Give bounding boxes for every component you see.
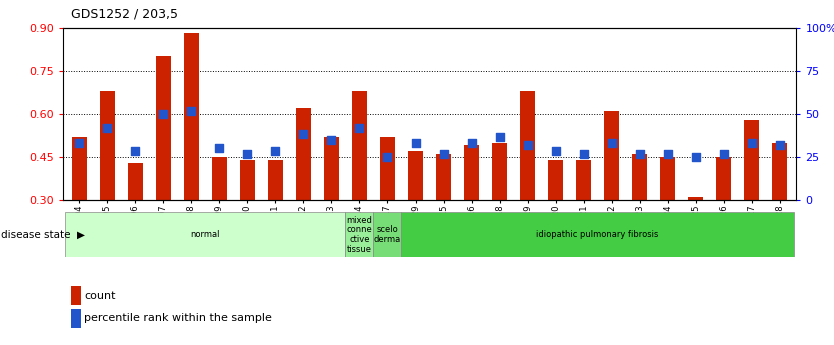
Point — [269, 148, 282, 154]
Text: percentile rank within the sample: percentile rank within the sample — [84, 313, 272, 323]
Bar — [183, 33, 199, 200]
Bar — [100, 91, 115, 200]
Point — [745, 140, 758, 145]
Point — [633, 151, 646, 157]
Bar — [374, 212, 401, 257]
Bar — [632, 154, 647, 200]
Text: normal: normal — [191, 230, 220, 239]
Bar — [345, 212, 374, 257]
Point — [157, 111, 170, 117]
Point — [773, 143, 786, 148]
Point — [493, 134, 506, 140]
Bar — [128, 163, 143, 200]
Point — [577, 151, 590, 157]
Text: count: count — [84, 291, 116, 300]
Bar — [716, 157, 731, 200]
Bar — [575, 160, 591, 200]
Point — [185, 108, 198, 114]
Bar — [65, 212, 345, 257]
Bar — [492, 142, 507, 200]
Bar — [604, 111, 620, 200]
Point — [128, 148, 142, 154]
Bar — [239, 160, 255, 200]
Point — [213, 146, 226, 151]
Bar — [72, 137, 87, 200]
Bar — [744, 120, 759, 200]
Text: scelo
derma: scelo derma — [374, 225, 401, 244]
Point — [437, 151, 450, 157]
Text: idiopathic pulmonary fibrosis: idiopathic pulmonary fibrosis — [536, 230, 659, 239]
Bar — [464, 146, 480, 200]
Bar — [520, 91, 535, 200]
Point — [661, 151, 674, 157]
Bar — [296, 108, 311, 200]
Point — [297, 131, 310, 137]
Point — [73, 140, 86, 145]
Text: disease state  ▶: disease state ▶ — [1, 230, 85, 239]
Bar — [212, 157, 227, 200]
Bar — [324, 137, 339, 200]
Text: GDS1252 / 203,5: GDS1252 / 203,5 — [71, 8, 178, 21]
Point — [409, 140, 422, 145]
Point — [549, 148, 562, 154]
Bar — [408, 151, 423, 200]
Point — [101, 126, 114, 131]
Point — [521, 143, 535, 148]
Bar — [688, 197, 703, 200]
Bar — [660, 157, 676, 200]
Text: mixed
conne
ctive
tissue: mixed conne ctive tissue — [347, 216, 373, 254]
Point — [605, 140, 618, 145]
Bar — [379, 137, 395, 200]
Point — [465, 140, 478, 145]
Bar — [548, 160, 563, 200]
Point — [717, 151, 731, 157]
Bar — [401, 212, 794, 257]
Bar — [436, 154, 451, 200]
Bar — [268, 160, 284, 200]
Bar — [352, 91, 367, 200]
Point — [689, 154, 702, 160]
Point — [241, 151, 254, 157]
Point — [324, 137, 338, 142]
Point — [381, 154, 394, 160]
Bar — [156, 56, 171, 200]
Point — [353, 126, 366, 131]
Bar — [772, 142, 787, 200]
